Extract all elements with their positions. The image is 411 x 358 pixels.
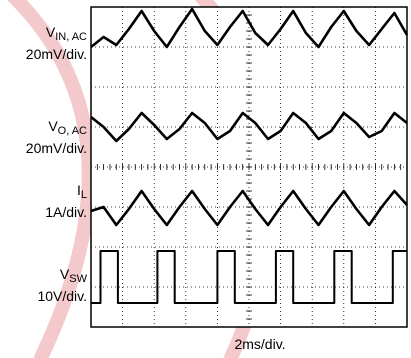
watermark-arc	[7, 0, 96, 358]
channel-symbol: VIN, AC	[45, 24, 87, 43]
channel-label-il: IL 1A/div.	[45, 182, 87, 221]
time-scale-label: 2ms/div.	[234, 336, 286, 352]
channel-symbol: VO, AC	[48, 118, 87, 137]
channel-scale: 1A/div.	[45, 204, 87, 220]
oscilloscope-screen	[90, 6, 408, 328]
channel-scale: 20mV/div.	[25, 46, 87, 62]
scope-grid	[90, 6, 408, 328]
channel-label-vin: VIN, AC 20mV/div.	[26, 24, 87, 63]
scope-traces	[90, 7, 408, 304]
trace-vout	[90, 111, 408, 143]
channel-scale: 10V/div.	[37, 288, 87, 304]
channel-symbol: VSW	[59, 266, 87, 285]
channel-scale: 20mV/div.	[25, 140, 87, 156]
trace-vin	[90, 7, 408, 49]
channel-symbol: IL	[76, 182, 87, 201]
channel-label-vout: VO, AC 20mV/div.	[26, 118, 87, 157]
trace-il	[90, 189, 408, 227]
trace-vsw	[91, 250, 407, 304]
channel-label-vsw: VSW 10V/div.	[37, 266, 87, 305]
